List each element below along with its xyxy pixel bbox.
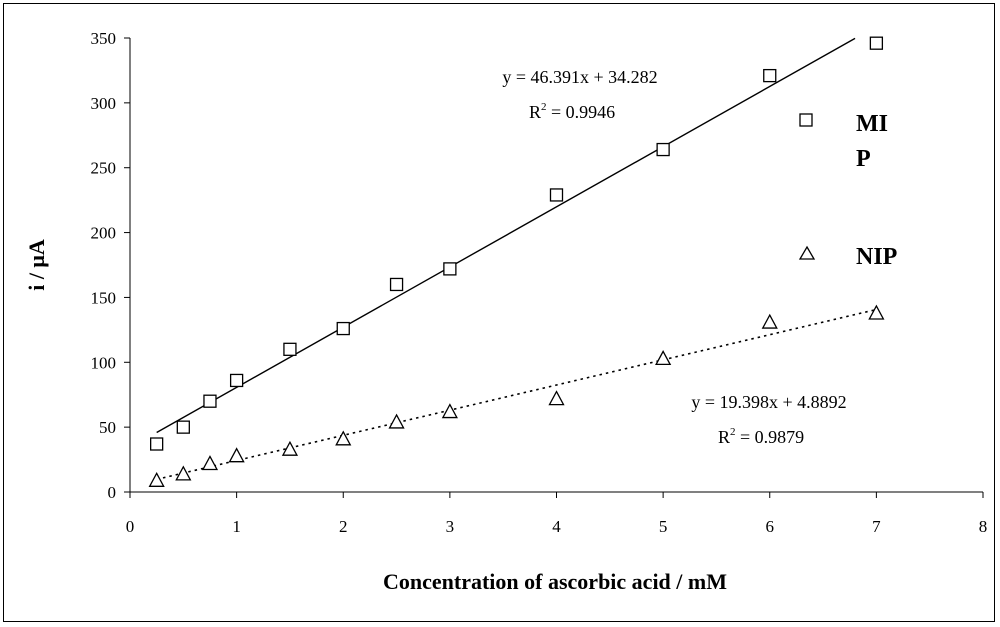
data-point-mip xyxy=(763,68,777,83)
data-point-mip xyxy=(656,142,670,157)
data-point-mip xyxy=(336,321,350,336)
data-point-nip xyxy=(761,313,778,329)
data-point-nip xyxy=(655,350,672,366)
nip-r2-label: R xyxy=(718,427,730,447)
trendlines xyxy=(156,37,877,481)
trendline-mip xyxy=(156,37,856,434)
nip-equation: y = 19.398x + 4.8892 xyxy=(691,392,846,412)
y-tick-label: 350 xyxy=(91,29,117,48)
nip-r2-value: = 0.9879 xyxy=(736,427,805,447)
x-tick-label: 7 xyxy=(872,517,881,536)
y-tick-label: 300 xyxy=(91,94,117,113)
data-point-nip xyxy=(201,455,219,471)
y-tick-label: 0 xyxy=(108,483,117,502)
y-tick-label: 100 xyxy=(91,353,117,372)
y-tick-label: 200 xyxy=(91,224,117,243)
x-tick-label: 5 xyxy=(659,517,668,536)
mip-r2-exponent: 2 xyxy=(541,101,547,113)
data-point-nip xyxy=(175,465,192,481)
y-tick-label: 50 xyxy=(99,418,116,437)
nip-r2: R2 = 0.9879 xyxy=(718,426,804,447)
data-point-nip xyxy=(281,440,299,456)
nip-r2-exponent: 2 xyxy=(730,426,736,438)
x-tick-label: 0 xyxy=(126,517,135,536)
x-axis-title: Concentration of ascorbic acid / mM xyxy=(383,569,727,594)
legend-label-mip-line1: MI xyxy=(856,111,888,137)
data-point-mip xyxy=(443,262,457,276)
mip-r2-value: = 0.9946 xyxy=(547,102,616,122)
y-tick-label: 150 xyxy=(91,288,117,307)
data-point-nip xyxy=(548,390,565,406)
data-point-nip xyxy=(868,304,885,320)
data-point-nip xyxy=(228,447,245,463)
data-point-nip xyxy=(335,430,352,446)
x-tick-label: 4 xyxy=(552,517,561,536)
data-point-nip xyxy=(388,413,405,429)
legend: MI P NIP xyxy=(798,111,897,270)
y-axis-title: i / μA xyxy=(24,239,49,291)
data-point-mip xyxy=(176,420,190,434)
data-point-nip xyxy=(148,471,165,487)
data-points xyxy=(148,36,885,487)
x-tick-label: 3 xyxy=(446,517,455,536)
data-point-mip xyxy=(283,342,297,356)
chart-frame xyxy=(3,3,995,622)
data-point-mip xyxy=(203,394,217,408)
x-tick-label: 2 xyxy=(339,517,348,536)
y-tick-label: 250 xyxy=(91,159,117,178)
data-point-nip xyxy=(441,403,458,419)
data-point-mip xyxy=(389,277,404,292)
data-point-mip xyxy=(229,373,244,388)
mip-r2: R2 = 0.9946 xyxy=(529,101,615,122)
legend-marker-nip xyxy=(798,245,816,260)
x-tick-label: 8 xyxy=(979,517,988,536)
x-tick-label: 6 xyxy=(766,517,775,536)
x-tick-label: 1 xyxy=(232,517,241,536)
data-point-mip xyxy=(549,188,564,202)
legend-label-mip-line2: P xyxy=(856,146,871,172)
mip-r2-label: R xyxy=(529,102,541,122)
ticks: 0 1 2 3 4 5 6 7 8 0 50 100 150 200 250 300 350 xyxy=(91,29,988,536)
data-point-mip xyxy=(869,36,884,50)
legend-label-nip: NIP xyxy=(856,244,897,270)
data-point-mip xyxy=(150,437,164,451)
mip-equation: y = 46.391x + 34.282 xyxy=(502,67,657,87)
legend-marker-mip xyxy=(799,113,813,127)
